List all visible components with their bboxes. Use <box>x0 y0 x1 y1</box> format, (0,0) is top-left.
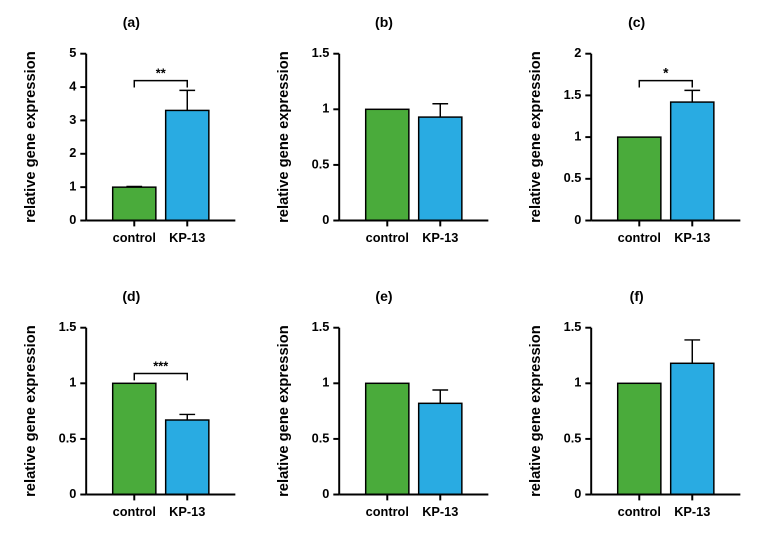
y-tick-label: 0 <box>575 485 582 500</box>
bar-KP-13 <box>418 403 461 494</box>
bar-KP-13 <box>166 110 209 220</box>
panel-b: (b) 0 0.5 1 1.5 control KP-13 relative gene exp… <box>263 10 506 274</box>
y-tick-label: 1 <box>322 374 329 389</box>
y-tick-label: 0 <box>575 212 582 227</box>
panel-title: (f) <box>515 288 758 304</box>
panel-f: (f) 0 0.5 1 1.5 control KP-13 relative gene exp… <box>515 284 758 548</box>
y-tick-label: 0 <box>69 485 76 500</box>
panel-title: (a) <box>10 14 253 30</box>
chart-grid: (a) 0 1 2 3 4 5 control KP-13 relative gene expre… <box>0 0 768 557</box>
y-tick-label: 1.5 <box>311 319 329 334</box>
y-tick-label: 0.5 <box>564 170 582 185</box>
y-tick-label: 3 <box>69 112 76 127</box>
sig-bracket <box>640 81 693 88</box>
bar-control <box>365 383 408 494</box>
y-tick-label: 1 <box>69 374 76 389</box>
x-tick-label: control <box>113 504 156 519</box>
bar-KP-13 <box>671 102 714 220</box>
bar-control <box>618 137 661 220</box>
sig-label: ** <box>156 66 166 81</box>
y-tick-label: 0.5 <box>564 430 582 445</box>
x-tick-label: KP-13 <box>422 230 458 245</box>
y-tick-label: 5 <box>69 45 76 60</box>
bar-control <box>113 187 156 220</box>
y-tick-label: 2 <box>575 45 582 60</box>
x-tick-label: KP-13 <box>422 504 458 519</box>
y-tick-label: 0.5 <box>311 156 329 171</box>
panel-title: (b) <box>263 14 506 30</box>
y-axis-label: relative gene expression <box>276 51 292 223</box>
y-tick-label: 4 <box>69 78 77 93</box>
bar-KP-13 <box>418 117 461 220</box>
y-tick-label: 1 <box>575 128 582 143</box>
chart-area: 0 0.5 1 1.5 control KP-13 relative gene expres… <box>263 38 506 274</box>
y-axis-label: relative gene expression <box>23 51 39 223</box>
bar-control <box>113 383 156 494</box>
y-tick-label: 0 <box>69 212 76 227</box>
chart-area: 0 0.5 1 1.5 control KP-13 relative gene expres… <box>515 312 758 548</box>
sig-label: * <box>663 66 669 81</box>
panel-d: (d) 0 0.5 1 1.5 control KP-13 relative gene exp… <box>10 284 253 548</box>
y-tick-label: 1.5 <box>564 87 582 102</box>
x-tick-label: control <box>113 230 156 245</box>
panel-title: (d) <box>10 288 253 304</box>
sig-bracket <box>134 81 187 88</box>
bar-KP-13 <box>671 363 714 494</box>
panel-c: (c) 0 0.5 1 1.5 2 control KP-13 relative gene ex… <box>515 10 758 274</box>
panel-e: (e) 0 0.5 1 1.5 control KP-13 relative gene exp… <box>263 284 506 548</box>
chart-area: 0 0.5 1 1.5 2 control KP-13 relative gene expre… <box>515 38 758 274</box>
y-tick-label: 1 <box>322 101 329 116</box>
x-tick-label: KP-13 <box>169 504 205 519</box>
y-axis-label: relative gene expression <box>529 51 545 223</box>
sig-bracket <box>134 373 187 380</box>
x-tick-label: control <box>618 230 661 245</box>
y-tick-label: 1 <box>575 374 582 389</box>
chart-area: 0 0.5 1 1.5 control KP-13 relative gene expres… <box>263 312 506 548</box>
chart-area: 0 1 2 3 4 5 control KP-13 relative gene expressi… <box>10 38 253 274</box>
y-tick-label: 1.5 <box>311 45 329 60</box>
y-tick-label: 1.5 <box>59 319 77 334</box>
x-tick-label: KP-13 <box>675 230 711 245</box>
y-tick-label: 0 <box>322 212 329 227</box>
x-tick-label: control <box>618 504 661 519</box>
y-axis-label: relative gene expression <box>276 325 292 497</box>
x-tick-label: control <box>365 504 408 519</box>
y-tick-label: 1 <box>69 179 76 194</box>
x-tick-label: KP-13 <box>675 504 711 519</box>
y-tick-label: 1.5 <box>564 319 582 334</box>
bar-control <box>618 383 661 494</box>
y-tick-label: 0 <box>322 485 329 500</box>
chart-area: 0 0.5 1 1.5 control KP-13 relative gene expres… <box>10 312 253 548</box>
panel-a: (a) 0 1 2 3 4 5 control KP-13 relative gene expre… <box>10 10 253 274</box>
y-axis-label: relative gene expression <box>23 325 39 497</box>
bar-control <box>365 109 408 220</box>
y-tick-label: 0.5 <box>311 430 329 445</box>
y-tick-label: 2 <box>69 145 76 160</box>
x-tick-label: KP-13 <box>169 230 205 245</box>
y-tick-label: 0.5 <box>59 430 77 445</box>
panel-title: (e) <box>263 288 506 304</box>
panel-title: (c) <box>515 14 758 30</box>
y-axis-label: relative gene expression <box>529 325 545 497</box>
bar-KP-13 <box>166 420 209 495</box>
sig-label: *** <box>153 358 168 373</box>
x-tick-label: control <box>365 230 408 245</box>
